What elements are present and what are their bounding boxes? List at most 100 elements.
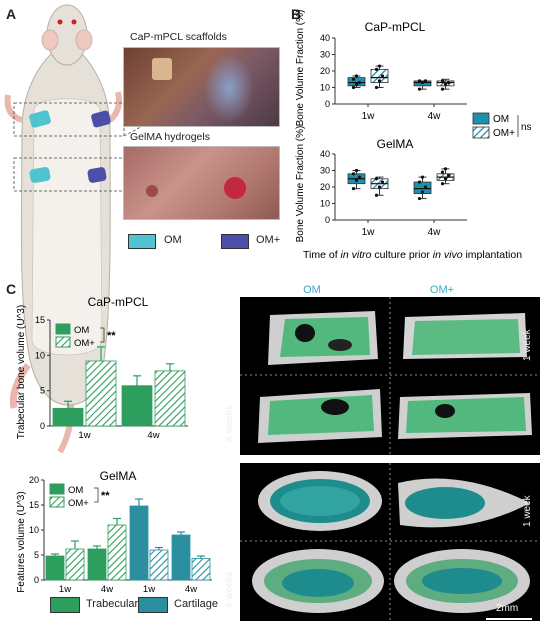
y-tick-label: 20 (29, 475, 39, 485)
data-point (440, 170, 445, 174)
bar-om (45, 555, 65, 581)
xlabel-part: culture prior (371, 249, 432, 261)
ct-row-4weeks-bottom: 4 weeks (224, 571, 235, 608)
box-omplus (370, 68, 389, 83)
bar-om (121, 385, 153, 427)
ns-label: ns (521, 122, 532, 133)
bar-omplus (85, 360, 117, 427)
y-tick-label: 10 (35, 350, 45, 360)
legend-cartilage-label: Cartilage (174, 598, 219, 610)
ct-row-1week-top: 1 week (522, 329, 533, 361)
legend-omplus-label: OM+ (256, 234, 281, 246)
y-tick-label: 20 (320, 66, 330, 76)
data-point (377, 79, 382, 83)
chart-title-trabecular-capmpcl: CaP-mPCL (88, 295, 149, 309)
legend-b-om-swatch (472, 112, 490, 125)
om-scaffold-icon (29, 110, 51, 128)
scaffold-photo (123, 47, 280, 127)
data-point (374, 193, 379, 197)
hydrogel-photo (123, 146, 280, 220)
legend-c-om-swatch (49, 483, 65, 495)
data-point (374, 85, 379, 90)
data-point (446, 80, 451, 85)
legend-cartilage-swatch (138, 597, 168, 613)
legend-trabecular-label: Trabecular (86, 598, 139, 610)
box-om (347, 77, 366, 87)
bar-omplus (191, 558, 211, 581)
y-tick-label: 0 (40, 421, 45, 431)
legend-c-om-swatch (55, 323, 71, 335)
x-tick-label: 1w (78, 430, 90, 441)
data-point (417, 87, 422, 91)
data-point (380, 74, 385, 78)
xlabel-part: in vitro (341, 249, 372, 261)
panel-letter-c: C (6, 281, 17, 297)
y-tick-label: 10 (29, 525, 39, 535)
y-tick-label: 5 (40, 386, 45, 396)
y-tick-label: 40 (320, 149, 330, 159)
y-tick-label: 15 (29, 500, 39, 510)
legend-om-label: OM (164, 234, 182, 246)
panel-letter-b: B (291, 6, 302, 22)
panel-b-xlabel: Time of in vitro culture prior in vivo i… (303, 249, 522, 261)
legend-c-omplus-swatch (55, 336, 71, 348)
x-tick-label: 1w (143, 584, 155, 595)
data-point (380, 180, 385, 184)
significance-label: ** (101, 490, 110, 502)
legend-c-omplus-label: OM+ (74, 338, 95, 349)
data-point (351, 172, 356, 176)
xlabel-part: Time of (303, 249, 341, 261)
xlabel-part: implantation (463, 249, 523, 261)
data-point (357, 175, 362, 179)
data-point (351, 85, 356, 90)
legend-c-omplus-swatch (49, 496, 65, 508)
significance-bracket (100, 327, 105, 343)
bar-omplus (149, 549, 169, 581)
data-point (420, 175, 425, 179)
photo-title-scaffolds: CaP-mPCL scaffolds (130, 31, 227, 43)
ct-row-1week-bottom: 1 week (522, 495, 533, 527)
data-point (417, 79, 422, 83)
y-tick-label: 40 (320, 33, 330, 43)
data-point (440, 87, 445, 91)
x-tick-label: 4w (428, 111, 442, 122)
data-point (374, 67, 379, 71)
data-point (423, 185, 428, 189)
legend-c-om-label: OM (68, 485, 83, 496)
legend-b-omplus-swatch (472, 126, 490, 139)
data-point (357, 80, 362, 85)
xlabel-part: in vivo (433, 249, 463, 261)
bar-om (52, 407, 84, 427)
bar-omplus (107, 524, 127, 581)
x-tick-label: 4w (147, 430, 159, 441)
y-tick-label: 0 (325, 99, 330, 109)
data-point (420, 190, 425, 194)
x-tick-label: 4w (428, 227, 442, 238)
y-tick-label: 30 (320, 166, 330, 176)
x-tick-label: 4w (101, 584, 113, 595)
chart-title-bvf-capmpcl: CaP-mPCL (365, 20, 426, 34)
y-tick-label: 10 (320, 83, 330, 93)
chart-ylabel-bvf-gelma: Bone Volume Fraction (%) (295, 126, 306, 243)
data-point (354, 178, 359, 182)
bar-om (87, 548, 107, 581)
data-point (354, 82, 359, 86)
y-tick-label: 0 (325, 215, 330, 225)
data-point (440, 182, 445, 186)
data-point (446, 173, 451, 178)
data-point (351, 187, 356, 191)
chart-ylabel-bvf-capmpcl: Bone Volume Fraction (%) (295, 10, 306, 127)
y-tick-label: 15 (35, 315, 45, 325)
data-point (423, 79, 428, 83)
data-point (440, 79, 445, 83)
legend-b-om-label: OM (493, 114, 509, 125)
legend-b-omplus-label: OM+ (493, 128, 515, 139)
chart-ylabel-trabecular: Trabecular bone volume (U^3) (16, 305, 27, 439)
bar-om (129, 505, 149, 581)
data-point (377, 185, 382, 189)
panel-b-boxplots: CaP-mPCL GelMA Bone Volume Fraction (%) … (295, 10, 532, 261)
ct-column-omplus: OM+ (429, 284, 455, 296)
y-tick-label: 0 (34, 575, 39, 585)
significance-bracket (94, 487, 99, 503)
chart-ylabel-features: Features volume (U^3) (16, 491, 27, 592)
